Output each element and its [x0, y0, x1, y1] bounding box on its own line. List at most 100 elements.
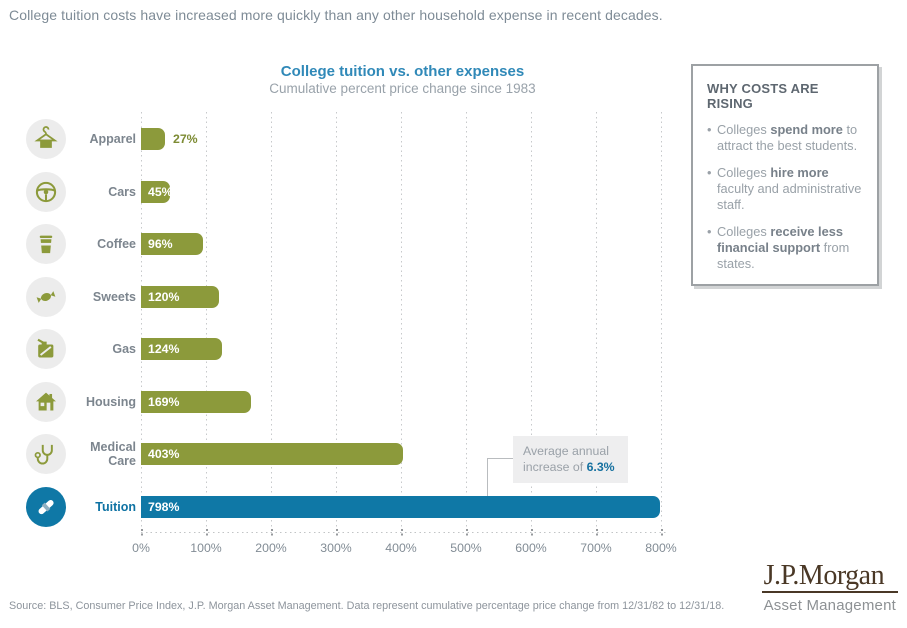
- chart-row-apparel: Apparel 27%: [8, 113, 698, 166]
- chart-row-housing: Housing 169%: [8, 376, 698, 429]
- bar-zone: 403%: [141, 443, 698, 466]
- x-tick-label: 100%: [190, 541, 222, 555]
- bullet-text: Colleges hire more faculty and administr…: [717, 165, 862, 212]
- house-icon: [36, 392, 56, 411]
- x-tick-label: 300%: [320, 541, 352, 555]
- x-tick-label: 800%: [645, 541, 677, 555]
- bar-zone: 798%: [141, 495, 698, 518]
- gridline: [401, 112, 402, 533]
- x-tick-label: 500%: [450, 541, 482, 555]
- chart-row-gas: Gas 124%: [8, 323, 698, 376]
- coffee-icon-circle: [26, 224, 66, 265]
- why-bullet-3: • Colleges receive less financial suppor…: [707, 224, 865, 272]
- bar-zone: 124%: [141, 338, 698, 361]
- bar-value: 403%: [148, 447, 180, 462]
- category-label: Apparel: [89, 132, 136, 147]
- axis-tick: [270, 529, 273, 537]
- bar-value: 120%: [148, 289, 180, 304]
- category-label: Sweets: [92, 289, 136, 304]
- category-label: Gas: [112, 342, 136, 357]
- axis-tick: [465, 529, 468, 537]
- gridlines: [140, 112, 665, 537]
- bar-zone: 120%: [141, 285, 698, 308]
- source-note: Source: BLS, Consumer Price Index, J.P. …: [9, 600, 725, 612]
- bar-value: 169%: [148, 394, 180, 409]
- axis-tick: [530, 529, 533, 537]
- x-tick-label: 700%: [580, 541, 612, 555]
- callout-connector-horizontal: [487, 458, 513, 459]
- bullet-text: Colleges receive less financial support …: [717, 224, 850, 271]
- chart-title: College tuition vs. other expenses: [280, 63, 525, 80]
- chart-row-sweets: Sweets 120%: [8, 271, 698, 324]
- x-tick-label: 0%: [132, 541, 150, 555]
- x-axis-line: [141, 532, 667, 533]
- callout-connector-vertical: [487, 458, 488, 496]
- gridline: [336, 112, 337, 533]
- average-increase-callout: Average annual increase of 6.3%: [513, 436, 628, 483]
- axis-tick: [140, 529, 143, 537]
- gridline: [596, 112, 597, 533]
- gridline: [271, 112, 272, 533]
- medical-icon-circle: [26, 434, 66, 475]
- category-label: Cars: [108, 184, 136, 199]
- bar-zone: 27%: [141, 128, 698, 151]
- logo-division-text: Asset Management: [763, 597, 896, 614]
- hanger-icon: [34, 126, 58, 149]
- x-tick-label: 200%: [255, 541, 287, 555]
- logo-brand-text: J.P.Morgan: [761, 562, 898, 593]
- x-tick-label: 600%: [515, 541, 547, 555]
- why-box-title: WHY COSTS ARE RISING: [707, 81, 819, 111]
- gridline: [531, 112, 532, 533]
- steering-wheel-icon: [35, 181, 57, 202]
- jpmorgan-logo: J.P.Morgan Asset Management: [761, 562, 898, 614]
- category-label: Housing: [86, 394, 136, 409]
- bar-housing: 169%: [141, 390, 251, 413]
- chart-subtitle: Cumulative percent price change since 19…: [269, 81, 536, 96]
- coffee-cup-icon: [39, 235, 53, 254]
- category-label: Medical Care: [90, 440, 136, 469]
- gridline: [141, 112, 142, 533]
- bar-gas: 124%: [141, 338, 222, 361]
- axis-tick: [335, 529, 338, 537]
- bullet-icon: •: [707, 165, 712, 180]
- housing-icon-circle: [26, 381, 66, 422]
- bullet-icon: •: [707, 122, 712, 137]
- bar-rows: Apparel 27% Cars 45%: [8, 113, 698, 533]
- bar-coffee: 96%: [141, 233, 204, 256]
- bar-zone: 96%: [141, 233, 698, 256]
- bar-zone: 45%: [141, 180, 698, 203]
- bar-apparel: 27%: [141, 128, 198, 151]
- bar-value: 27%: [173, 132, 198, 147]
- axis-tick: [205, 529, 208, 537]
- x-axis-labels: 0% 100% 200% 300% 400% 500% 600% 700% 800%: [132, 541, 677, 557]
- why-bullet-1: • Colleges spend more to attract the bes…: [707, 122, 865, 154]
- why-bullet-2: • Colleges hire more faculty and adminis…: [707, 165, 865, 213]
- bar-sweets: 120%: [141, 285, 219, 308]
- diploma-icon: [38, 499, 54, 514]
- sweets-icon-circle: [26, 276, 66, 317]
- axis-tick: [400, 529, 403, 537]
- bar-value: 45%: [148, 184, 173, 199]
- page-headline: College tuition costs have increased mor…: [9, 7, 663, 23]
- why-costs-are-rising-box: WHY COSTS ARE RISING • Colleges spend mo…: [691, 64, 879, 286]
- gridline: [466, 112, 467, 533]
- bar-tuition: 798%: [141, 495, 660, 518]
- cars-icon-circle: [26, 171, 66, 212]
- callout-line1: Average annual: [523, 444, 609, 458]
- x-tick-label: 400%: [385, 541, 417, 555]
- gas-icon-circle: [26, 329, 66, 370]
- apparel-icon-circle: [26, 119, 66, 160]
- category-label: Coffee: [97, 237, 136, 252]
- gridline: [661, 112, 662, 533]
- bar-zone: 169%: [141, 390, 698, 413]
- bar-value: 96%: [148, 237, 173, 252]
- category-label: Tuition: [95, 499, 136, 514]
- axis-tick: [595, 529, 598, 537]
- bar-value: 124%: [148, 342, 180, 357]
- callout-line2: increase of: [523, 459, 587, 474]
- chart-row-cars: Cars 45%: [8, 166, 698, 219]
- bullet-icon: •: [707, 224, 712, 239]
- bar-value: 798%: [148, 499, 180, 514]
- chart-row-coffee: Coffee 96%: [8, 218, 698, 271]
